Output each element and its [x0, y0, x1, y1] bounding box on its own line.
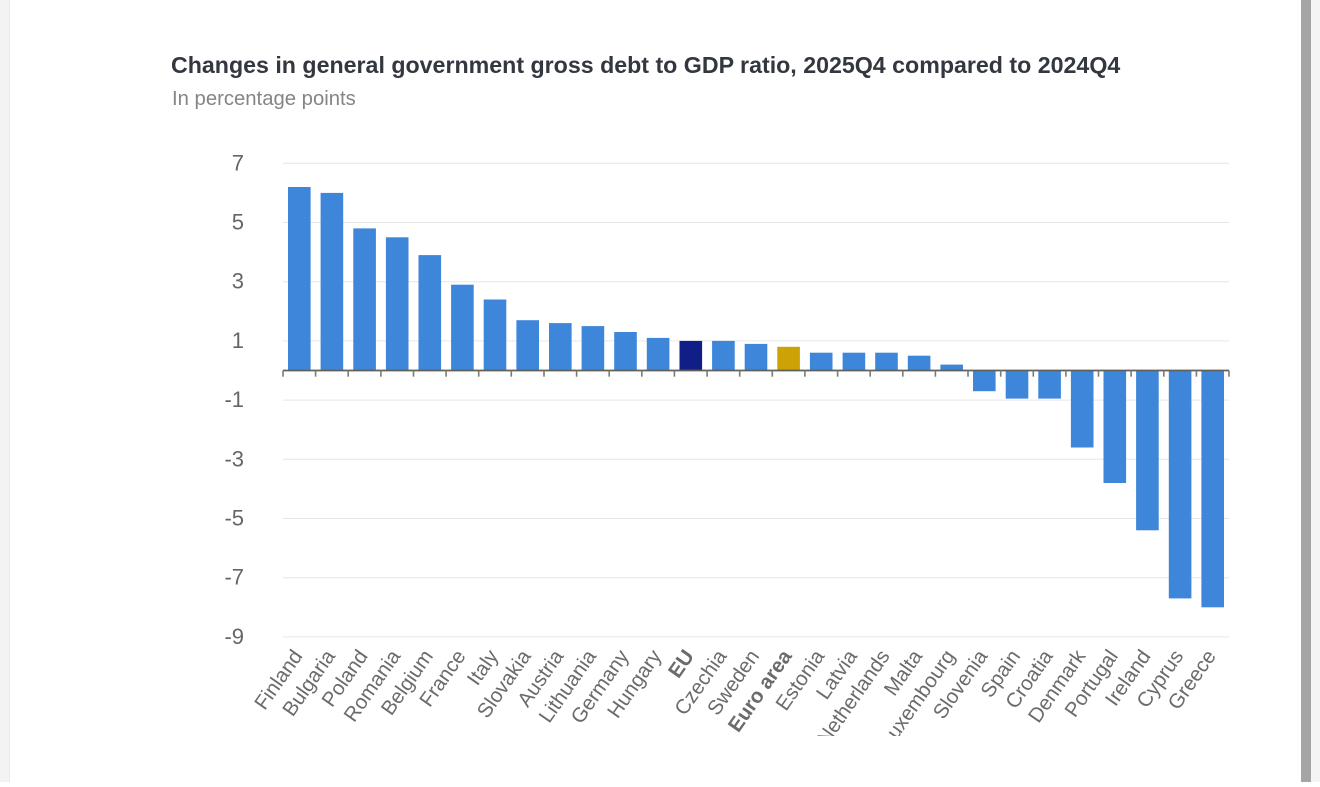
svg-text:-3: -3 — [224, 446, 244, 471]
svg-text:-1: -1 — [224, 387, 244, 412]
svg-text:-5: -5 — [224, 506, 244, 531]
svg-text:Changes in general government: Changes in general government gross debt… — [171, 52, 1120, 78]
svg-text:-9: -9 — [224, 624, 244, 649]
svg-text:1: 1 — [232, 328, 244, 353]
svg-text:7: 7 — [232, 150, 244, 175]
svg-text:3: 3 — [232, 269, 244, 294]
svg-text:-7: -7 — [224, 565, 244, 590]
svg-text:5: 5 — [232, 210, 244, 235]
svg-text:In percentage points: In percentage points — [172, 88, 356, 110]
